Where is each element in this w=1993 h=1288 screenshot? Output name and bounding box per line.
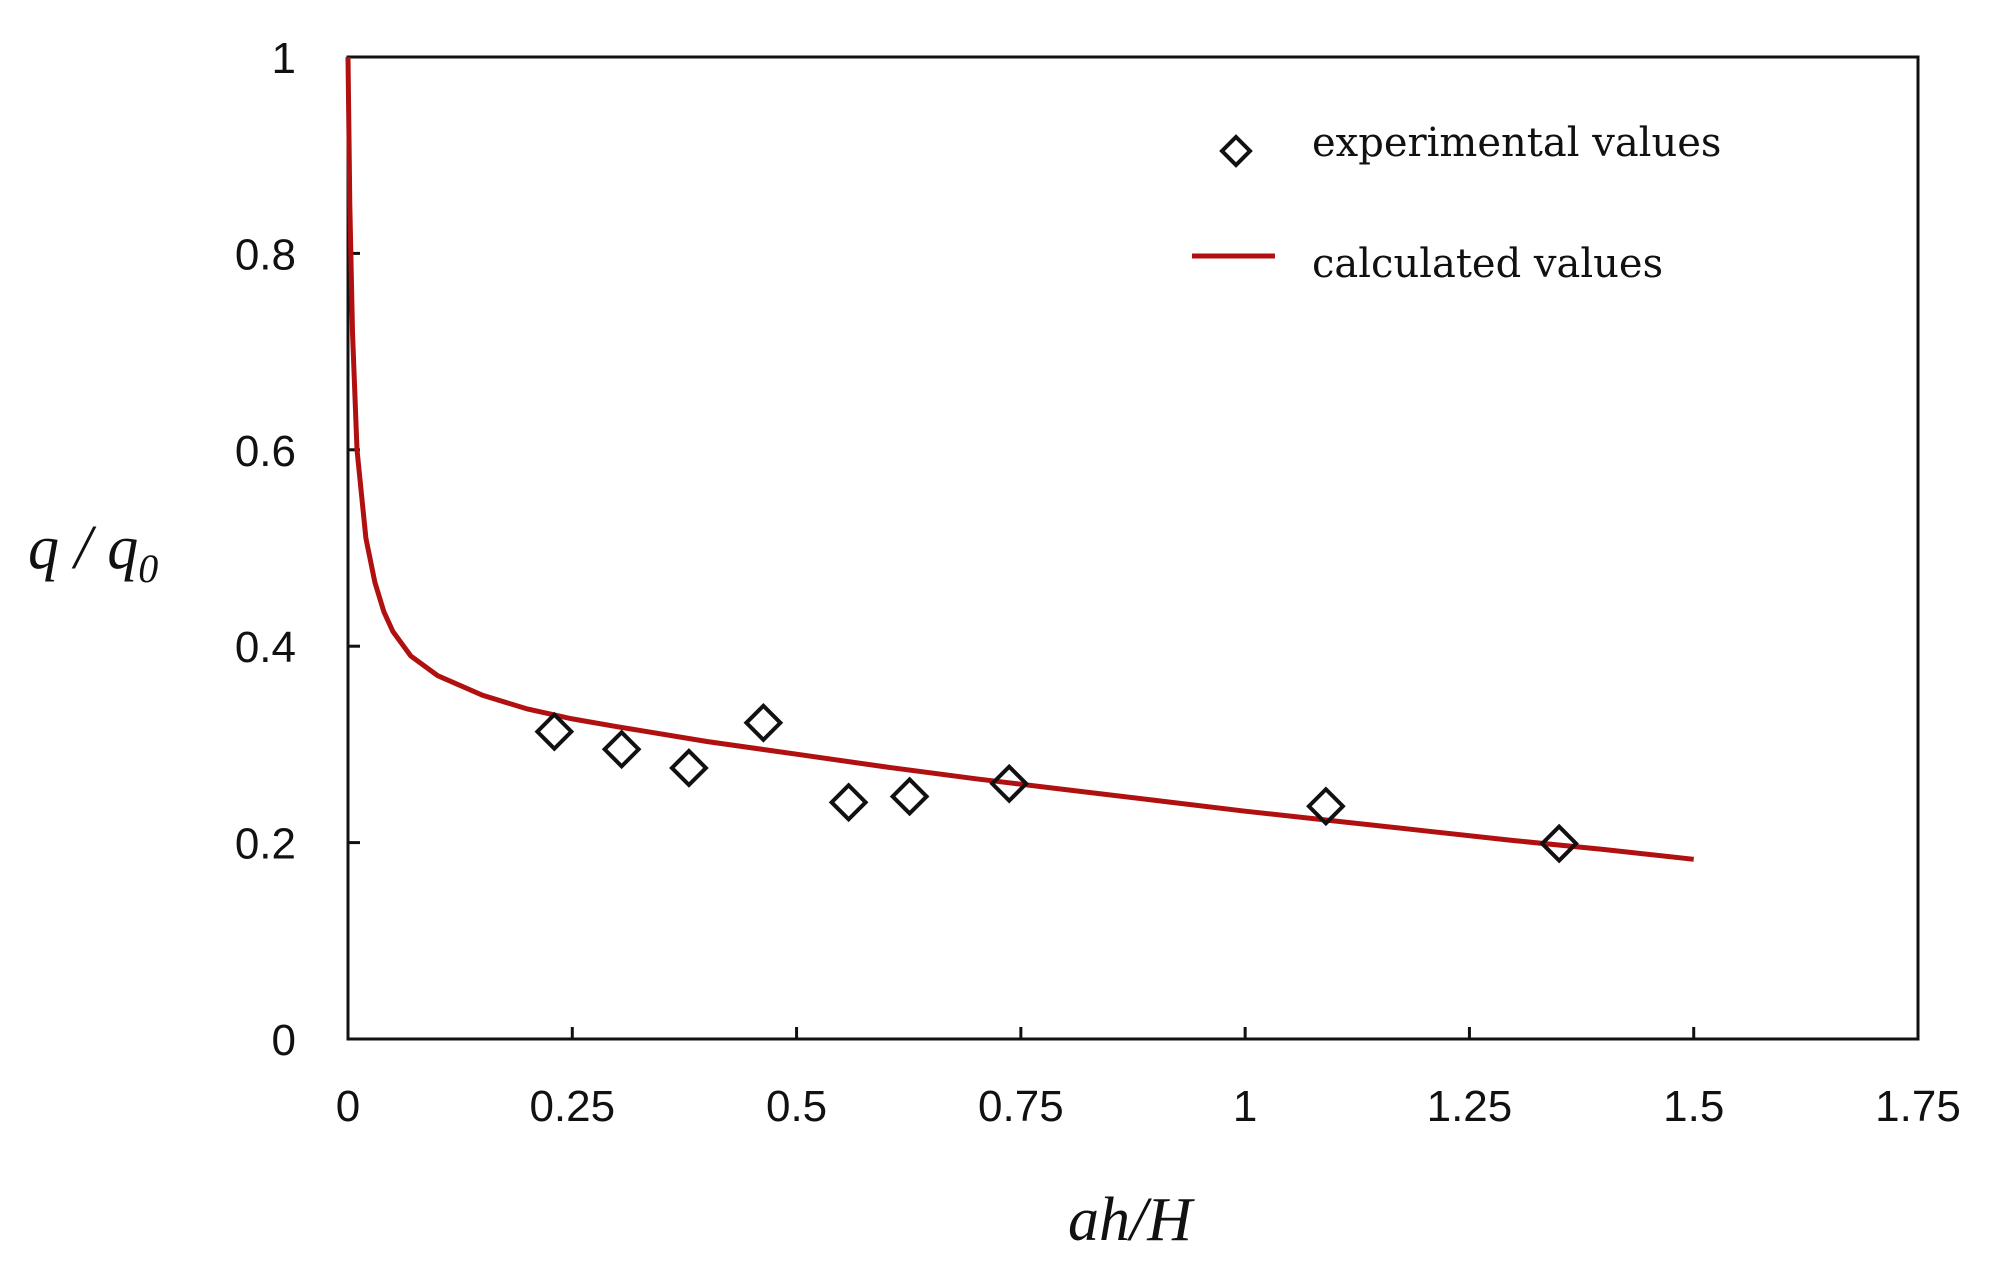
calculated-values-line bbox=[345, 56, 1694, 862]
legend-label-calculated: calculated values bbox=[1312, 241, 1663, 287]
y-tick-label: 0.8 bbox=[235, 230, 296, 279]
legend-label-experimental: experimental values bbox=[1312, 120, 1721, 166]
x-axis-title: ah/H bbox=[1068, 1186, 1195, 1254]
x-tick-label: 1.75 bbox=[1875, 1082, 1961, 1131]
x-tick-label: 1 bbox=[1233, 1082, 1257, 1131]
y-axis-ticks: 0 0.2 0.4 0.6 0.8 1 bbox=[235, 34, 360, 1065]
x-tick-label: 0.5 bbox=[766, 1082, 827, 1131]
legend: experimental values calculated values bbox=[1192, 120, 1721, 287]
y-axis-title: q / q0 bbox=[28, 514, 158, 591]
x-tick-label: 0 bbox=[336, 1082, 360, 1131]
y-tick-label: 1 bbox=[272, 34, 296, 83]
experimental-point bbox=[989, 763, 1030, 804]
experimental-point bbox=[534, 711, 575, 752]
x-tick-label: 1.5 bbox=[1663, 1082, 1724, 1131]
x-tick-label: 1.25 bbox=[1427, 1082, 1513, 1131]
experimental-point bbox=[1306, 786, 1346, 827]
y-tick-label: 0.4 bbox=[235, 623, 296, 672]
legend-diamond-icon bbox=[1219, 134, 1253, 168]
x-tick-label: 0.25 bbox=[529, 1082, 615, 1131]
x-tick-label: 0.75 bbox=[978, 1082, 1064, 1131]
experimental-values-points bbox=[534, 702, 1579, 864]
experimental-point bbox=[743, 702, 784, 743]
experimental-point bbox=[828, 782, 869, 823]
y-tick-label: 0 bbox=[272, 1016, 296, 1065]
plot-area bbox=[346, 55, 1920, 1041]
y-tick-label: 0.6 bbox=[235, 427, 296, 476]
x-axis-ticks: 0 0.25 0.5 0.75 1 1.25 1.5 1.75 bbox=[336, 1027, 1961, 1131]
experimental-point bbox=[601, 729, 642, 770]
y-axis-title-main: q / q bbox=[28, 514, 138, 582]
experimental-point bbox=[669, 748, 709, 788]
experimental-point bbox=[889, 776, 930, 817]
y-tick-label: 0.2 bbox=[235, 820, 296, 869]
experimental-point bbox=[1539, 823, 1579, 864]
y-axis-title-subscript: 0 bbox=[138, 546, 158, 591]
